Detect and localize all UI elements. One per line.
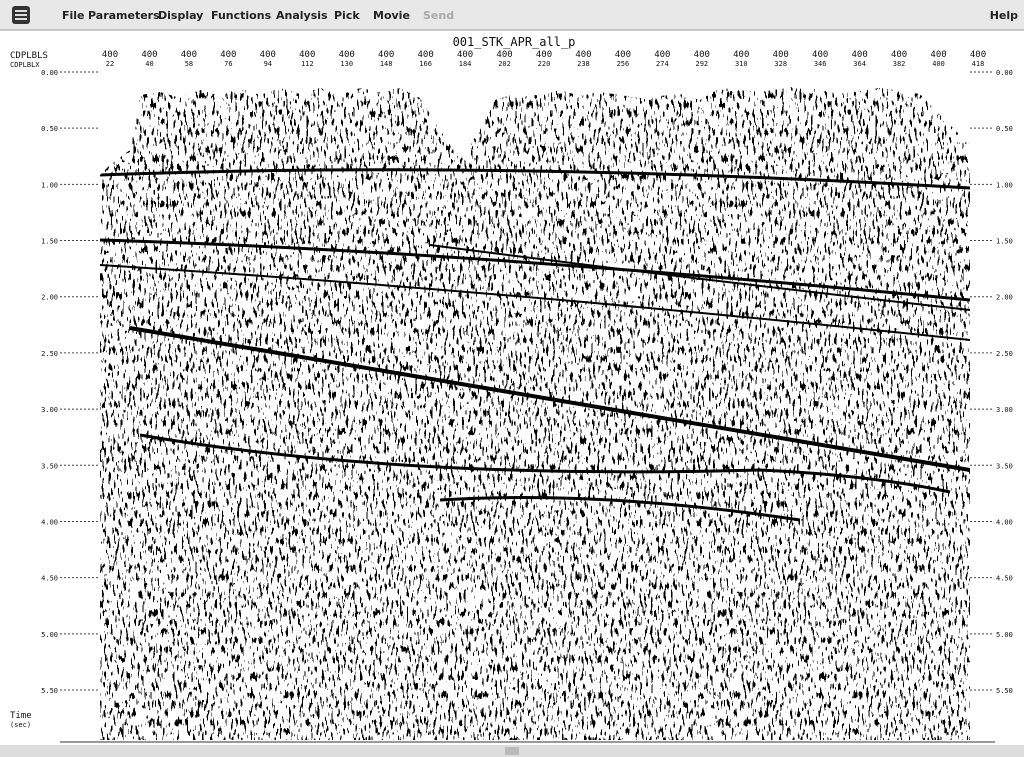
trace-label-x: 328 — [774, 60, 787, 68]
trace-label-x: 112 — [301, 60, 314, 68]
trace-label-s: 400 — [773, 50, 789, 60]
menu-help[interactable]: Help — [990, 9, 1018, 22]
trace-label-s: 400 — [852, 50, 868, 60]
time-tick-right: 4.50 — [996, 575, 1013, 583]
trace-label-s: 400 — [141, 50, 157, 60]
trace-label-s: 400 — [694, 50, 710, 60]
trace-label-x: 184 — [459, 60, 472, 68]
menu-item[interactable]: Movie — [373, 9, 410, 22]
time-tick-left: 0.00 — [41, 69, 58, 77]
seismic-section — [100, 80, 970, 742]
trace-label-x: 40 — [145, 60, 153, 68]
row1-label: CDPLBLS — [10, 51, 48, 61]
trace-label-x: 364 — [853, 60, 866, 68]
trace-label-s: 400 — [220, 50, 236, 60]
time-tick-left: 4.50 — [41, 575, 58, 583]
trace-label-s: 400 — [654, 50, 670, 60]
menu-item[interactable]: Parameters — [88, 9, 160, 22]
menu-item[interactable]: Send — [423, 9, 454, 22]
time-tick-right: 2.00 — [996, 294, 1013, 302]
trace-label-x: 310 — [735, 60, 748, 68]
time-tick-left: 2.00 — [41, 294, 58, 302]
time-tick-left: 2.50 — [41, 350, 58, 358]
axis-unit: (sec) — [10, 721, 31, 729]
time-tick-right: 5.50 — [996, 687, 1013, 695]
trace-label-x: 274 — [656, 60, 669, 68]
trace-label-x: 166 — [419, 60, 432, 68]
time-tick-right: 3.50 — [996, 462, 1013, 470]
time-tick-left: 5.00 — [41, 631, 58, 639]
app-icon[interactable] — [12, 6, 30, 24]
time-tick-left: 1.50 — [41, 238, 58, 246]
trace-label-x: 292 — [695, 60, 708, 68]
trace-label-x: 418 — [972, 60, 985, 68]
trace-label-x: 76 — [224, 60, 232, 68]
menu-item[interactable]: Display — [158, 9, 203, 22]
trace-label-s: 400 — [970, 50, 986, 60]
trace-label-s: 400 — [812, 50, 828, 60]
trace-label-x: 148 — [380, 60, 393, 68]
time-tick-right: 1.50 — [996, 238, 1013, 246]
trace-label-s: 400 — [733, 50, 749, 60]
trace-label-s: 400 — [891, 50, 907, 60]
trace-label-x: 58 — [185, 60, 193, 68]
time-tick-left: 0.50 — [41, 125, 58, 133]
time-tick-right: 3.00 — [996, 406, 1013, 414]
time-tick-left: 1.00 — [41, 181, 58, 189]
trace-label-x: 220 — [538, 60, 551, 68]
time-tick-left: 3.00 — [41, 406, 58, 414]
trace-label-x: 94 — [264, 60, 272, 68]
menu-item[interactable]: File — [62, 9, 85, 22]
trace-label-s: 400 — [536, 50, 552, 60]
scroll-thumb[interactable] — [505, 747, 519, 755]
time-tick-right: 5.00 — [996, 631, 1013, 639]
time-tick-left: 3.50 — [41, 462, 58, 470]
trace-label-s: 400 — [615, 50, 631, 60]
trace-label-s: 400 — [260, 50, 276, 60]
trace-label-s: 400 — [418, 50, 434, 60]
row2-label: CDPLBLX — [10, 61, 40, 69]
menu-item[interactable]: Pick — [334, 9, 360, 22]
time-tick-right: 4.00 — [996, 518, 1013, 526]
trace-label-s: 400 — [299, 50, 315, 60]
menu-item[interactable]: Analysis — [276, 9, 328, 22]
trace-label-s: 400 — [930, 50, 946, 60]
time-tick-right: 1.00 — [996, 181, 1013, 189]
trace-label-x: 238 — [577, 60, 590, 68]
trace-label-s: 400 — [181, 50, 197, 60]
trace-label-s: 400 — [457, 50, 473, 60]
time-tick-right: 0.00 — [996, 69, 1013, 77]
screen: FileParametersDisplay Functions Analysis Pi… — [0, 0, 1024, 757]
trace-label-s: 400 — [339, 50, 355, 60]
trace-label-s: 400 — [378, 50, 394, 60]
plot-title: 001_STK_APR_all_p — [453, 35, 576, 49]
time-tick-right: 0.50 — [996, 125, 1013, 133]
time-tick-right: 2.50 — [996, 350, 1013, 358]
trace-label-x: 256 — [617, 60, 630, 68]
trace-label-s: 400 — [102, 50, 118, 60]
menu-item[interactable]: Functions — [211, 9, 272, 22]
trace-label-x: 400 — [932, 60, 945, 68]
trace-label-s: 400 — [496, 50, 512, 60]
trace-label-x: 382 — [893, 60, 906, 68]
trace-label-x: 346 — [814, 60, 827, 68]
trace-label-x: 22 — [106, 60, 114, 68]
time-tick-left: 4.00 — [41, 518, 58, 526]
trace-label-x: 202 — [498, 60, 511, 68]
trace-label-s: 400 — [575, 50, 591, 60]
trace-label-x: 130 — [340, 60, 353, 68]
time-tick-left: 5.50 — [41, 687, 58, 695]
axis-label: Time — [10, 711, 32, 721]
